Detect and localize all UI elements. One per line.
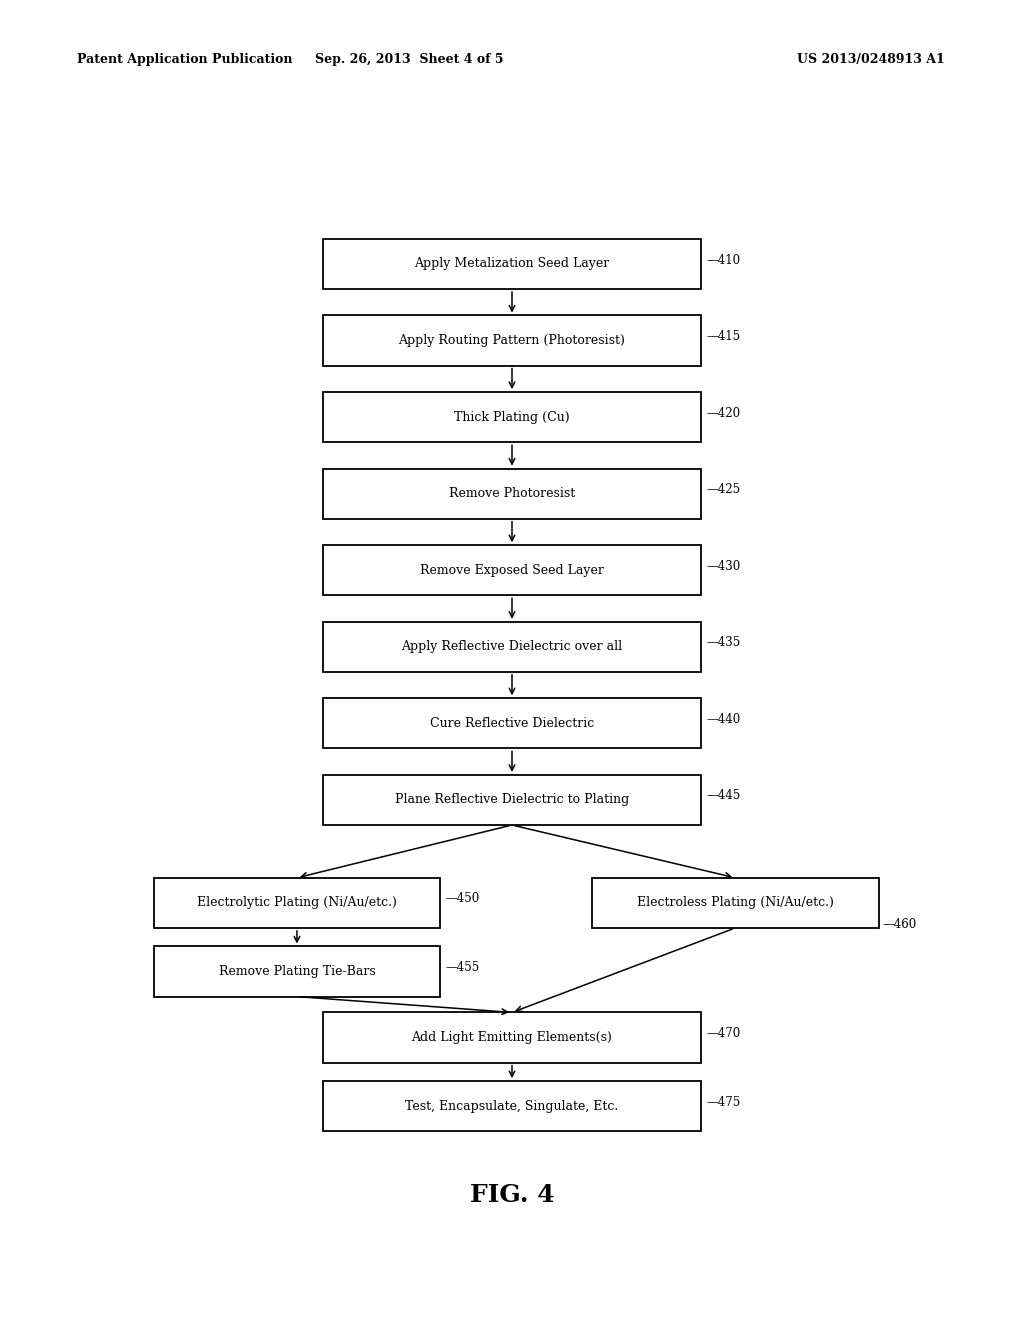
Text: Plane Reflective Dielectric to Plating: Plane Reflective Dielectric to Plating xyxy=(395,793,629,807)
Text: —430: —430 xyxy=(707,560,740,573)
Text: —445: —445 xyxy=(707,789,740,803)
Bar xyxy=(323,622,701,672)
Text: —460: —460 xyxy=(883,917,916,931)
Text: US 2013/0248913 A1: US 2013/0248913 A1 xyxy=(797,53,944,66)
Text: —455: —455 xyxy=(445,961,479,974)
Text: Test, Encapsulate, Singulate, Etc.: Test, Encapsulate, Singulate, Etc. xyxy=(406,1100,618,1113)
Text: —475: —475 xyxy=(707,1096,740,1109)
Text: —420: —420 xyxy=(707,407,740,420)
Text: Remove Exposed Seed Layer: Remove Exposed Seed Layer xyxy=(420,564,604,577)
Text: Remove Plating Tie-Bars: Remove Plating Tie-Bars xyxy=(218,965,376,978)
Text: Patent Application Publication: Patent Application Publication xyxy=(77,53,292,66)
Text: Sep. 26, 2013  Sheet 4 of 5: Sep. 26, 2013 Sheet 4 of 5 xyxy=(315,53,504,66)
Bar xyxy=(323,698,701,748)
Text: Cure Reflective Dielectric: Cure Reflective Dielectric xyxy=(430,717,594,730)
Text: Apply Reflective Dielectric over all: Apply Reflective Dielectric over all xyxy=(401,640,623,653)
Text: —450: —450 xyxy=(445,892,479,906)
Bar xyxy=(154,878,440,928)
Text: —425: —425 xyxy=(707,483,740,496)
Text: Apply Metalization Seed Layer: Apply Metalization Seed Layer xyxy=(415,257,609,271)
Bar xyxy=(323,392,701,442)
Bar xyxy=(323,239,701,289)
Bar xyxy=(154,946,440,997)
Bar xyxy=(592,878,879,928)
Text: FIG. 4: FIG. 4 xyxy=(470,1183,554,1206)
Text: —440: —440 xyxy=(707,713,740,726)
Bar xyxy=(323,469,701,519)
Text: —470: —470 xyxy=(707,1027,740,1040)
Bar xyxy=(323,1012,701,1063)
Bar xyxy=(323,775,701,825)
Text: —410: —410 xyxy=(707,253,740,267)
Text: Electrolytic Plating (Ni/Au/etc.): Electrolytic Plating (Ni/Au/etc.) xyxy=(197,896,397,909)
Bar xyxy=(323,315,701,366)
Text: Thick Plating (Cu): Thick Plating (Cu) xyxy=(455,411,569,424)
Bar xyxy=(323,1081,701,1131)
Text: Apply Routing Pattern (Photoresist): Apply Routing Pattern (Photoresist) xyxy=(398,334,626,347)
Text: Electroless Plating (Ni/Au/etc.): Electroless Plating (Ni/Au/etc.) xyxy=(637,896,834,909)
Text: —435: —435 xyxy=(707,636,740,649)
Text: Add Light Emitting Elements(s): Add Light Emitting Elements(s) xyxy=(412,1031,612,1044)
Text: —415: —415 xyxy=(707,330,740,343)
Bar xyxy=(323,545,701,595)
Text: Remove Photoresist: Remove Photoresist xyxy=(449,487,575,500)
